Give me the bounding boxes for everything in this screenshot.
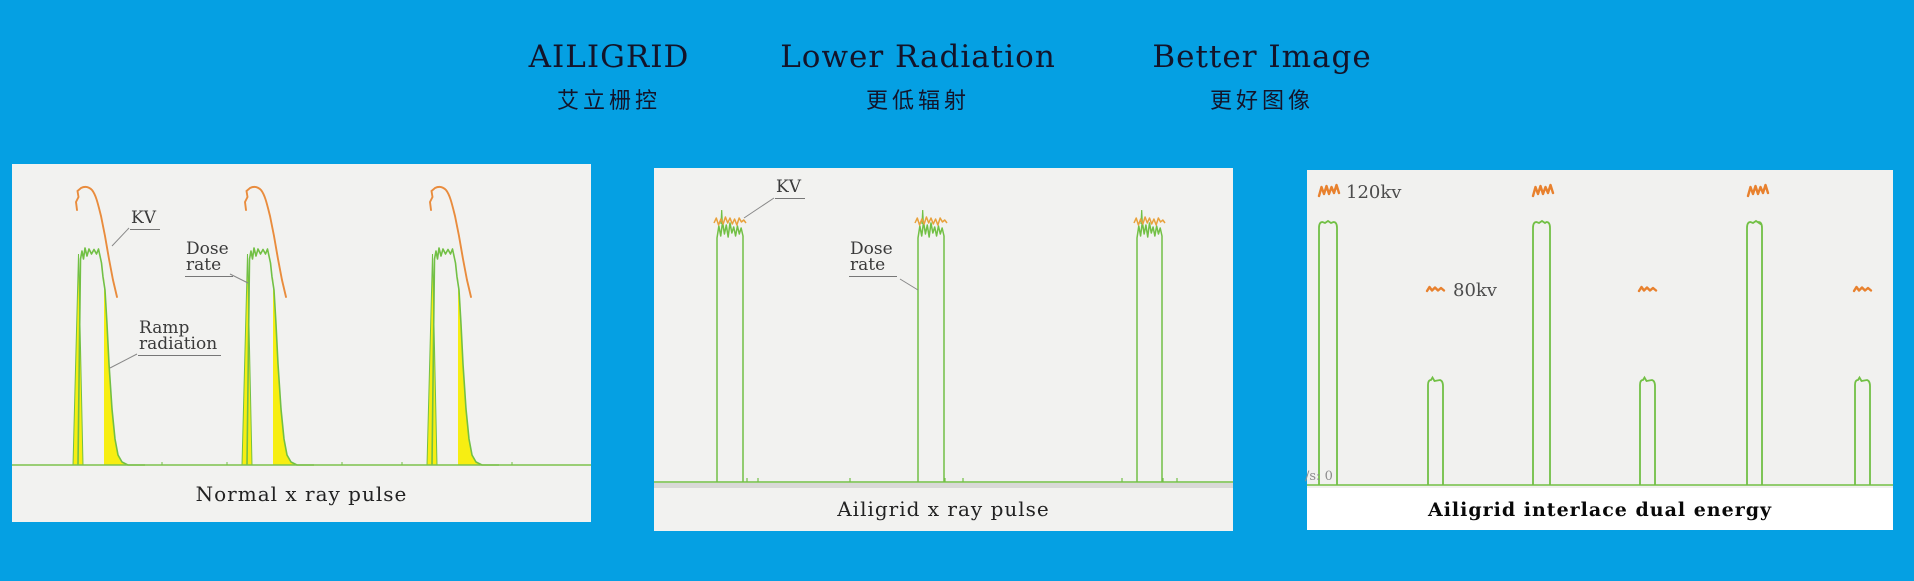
label-kv: KV — [130, 210, 160, 230]
dose-leader-line — [229, 273, 249, 284]
tagline-lower-radiation: Lower Radiation — [780, 39, 1056, 75]
marker-120kv-icon — [1746, 183, 1770, 198]
kv-curve — [244, 186, 287, 298]
header-item-lower-radiation: Lower Radiation 更低辐射 — [780, 40, 1056, 114]
pulse-120kv — [1746, 219, 1763, 485]
pulse-80kv — [1427, 375, 1444, 485]
panel-normal-xray-pulse: KV Dose rate Ramp radiation Normal x ray… — [12, 164, 591, 522]
scope-readout-text: /s: 0 — [1305, 469, 1333, 484]
dose-rate-curve — [246, 247, 314, 466]
tagline-lower-radiation-chinese: 更低辐射 — [865, 89, 970, 114]
dose-rate-pulse — [716, 221, 744, 482]
page-title: AILIGRID — [528, 39, 690, 75]
page-title-chinese: 艾立栅控 — [556, 89, 662, 114]
legend-80kv: 80kv — [1453, 280, 1497, 301]
header-item-ailigrid: AILIGRID 艾立栅控 — [529, 40, 690, 114]
kv-curve — [429, 186, 472, 298]
pulse-80kv — [1639, 375, 1656, 485]
marker-120kv-icon — [1531, 183, 1555, 198]
pulse-120kv — [1318, 219, 1338, 485]
kv-noise — [1133, 216, 1166, 226]
marker-120kv-icon — [1317, 183, 1341, 198]
pulse-80kv — [1854, 375, 1871, 485]
caption-interlace-dual-energy: Ailigrid interlace dual energy — [1427, 499, 1773, 521]
caption-normal-xray-pulse: Normal x ray pulse — [195, 482, 408, 506]
tagline-better-image: Better Image — [1152, 39, 1372, 75]
ailigrid-pulse-chart — [654, 197, 1233, 488]
kv-curve — [75, 186, 118, 298]
kv-leader-line — [743, 197, 775, 219]
normal-pulse-chart — [12, 186, 591, 466]
caption-band: Ailigrid interlace dual energy — [1307, 488, 1893, 530]
axis-remnant-strip — [654, 483, 1233, 488]
ramp-leader-line — [109, 353, 138, 369]
label-kv: KV — [775, 179, 805, 199]
dose-rate-curve — [431, 247, 499, 466]
label-ramp-radiation: Ramp radiation — [138, 320, 222, 356]
kv-noise — [713, 216, 747, 226]
kv-noise — [914, 216, 948, 226]
label-dose-rate: Dose rate — [849, 241, 897, 277]
marker-80kv-icon — [1852, 285, 1873, 293]
kv-leader-line — [111, 227, 130, 247]
header-item-better-image: Better Image 更好图像 — [1152, 40, 1371, 114]
label-dose-rate: Dose rate — [185, 241, 233, 277]
panel-interlace-dual-energy: 120kv 80kv /s: 0 Ailigrid interlace dual… — [1305, 170, 1893, 530]
legend-120kv: 120kv — [1346, 182, 1402, 203]
marker-80kv-icon — [1425, 285, 1446, 293]
caption-ailigrid-xray-pulse: Ailigrid x ray pulse — [837, 497, 1050, 521]
panel-ailigrid-xray-pulse: KV Dose rate Ailigrid x ray pulse — [654, 168, 1233, 531]
interlace-dual-energy-chart — [1307, 183, 1893, 486]
dose-leader-line — [899, 278, 919, 291]
dose-rate-pulse — [1136, 221, 1163, 482]
marker-80kv-icon — [1637, 285, 1658, 293]
dose-rate-pulse — [917, 221, 945, 482]
dose-rate-curve — [77, 247, 145, 466]
tagline-better-image-chinese: 更好图像 — [1209, 89, 1314, 114]
pulse-120kv — [1532, 219, 1551, 485]
